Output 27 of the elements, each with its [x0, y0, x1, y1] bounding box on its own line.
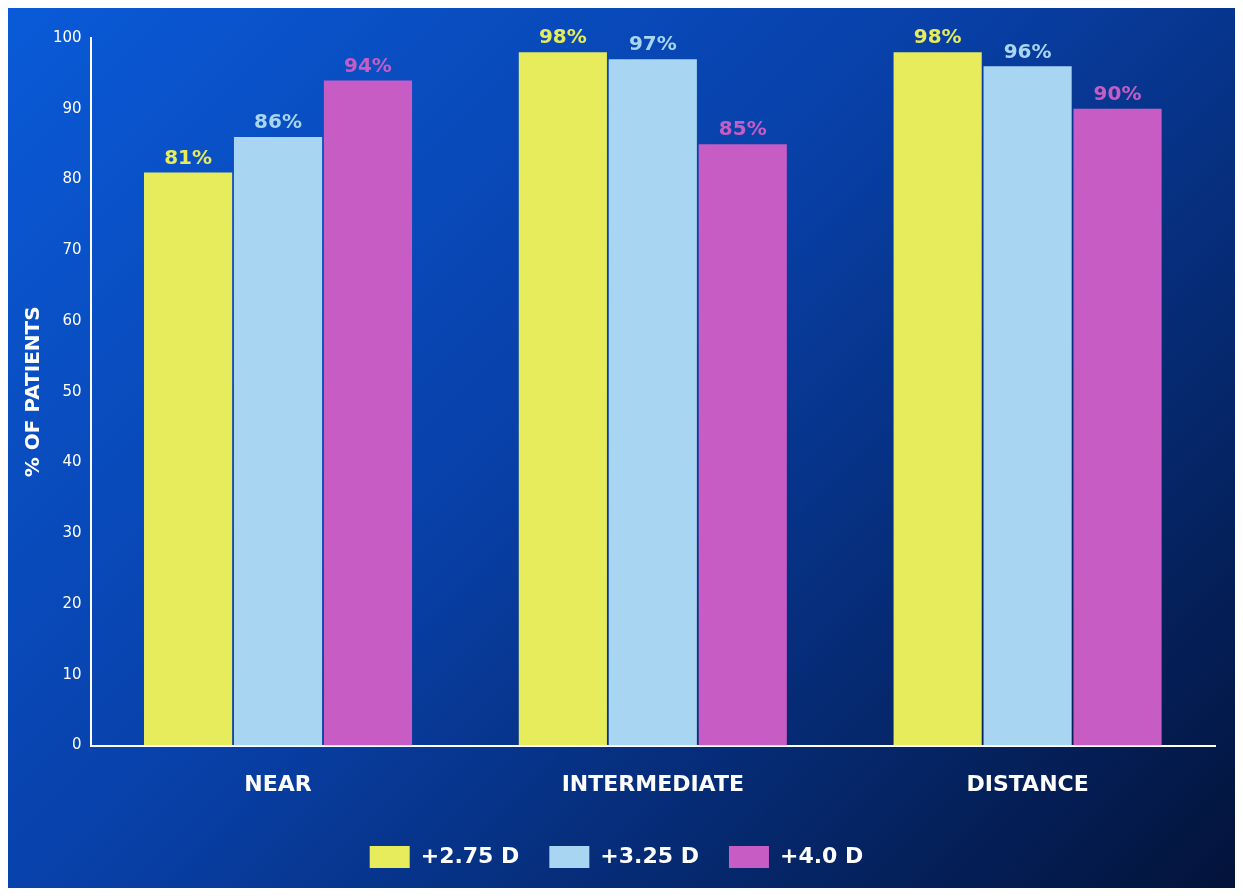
y-tick-label: 60	[62, 310, 82, 329]
y-tick-label: 70	[62, 240, 82, 259]
data-label: 98%	[913, 24, 962, 49]
legend-label: +3.25 D	[600, 842, 699, 868]
y-tick-label: 50	[62, 381, 82, 400]
x-tick-label: INTERMEDIATE	[561, 770, 744, 796]
y-tick-label: 30	[62, 523, 82, 542]
data-label: 98%	[538, 24, 587, 49]
data-label: 90%	[1093, 80, 1142, 105]
data-label: 81%	[164, 144, 213, 169]
y-tick-label: 80	[62, 169, 82, 188]
legend-label: +2.75 D	[420, 842, 520, 868]
data-label: 86%	[254, 109, 302, 134]
y-tick-label: 90	[62, 98, 82, 117]
data-label: 97%	[628, 31, 677, 56]
x-tick-label: NEAR	[244, 770, 312, 796]
y-tick-label: 10	[62, 664, 82, 683]
y-tick-label: 100	[52, 27, 82, 46]
y-axis-title: % OF PATIENTS	[20, 306, 45, 478]
y-tick-label: 40	[62, 452, 82, 471]
data-label: 85%	[718, 116, 767, 141]
data-label: 96%	[1003, 38, 1052, 63]
x-tick-label: DISTANCE	[966, 770, 1089, 796]
legend-label: +4.0 D	[779, 842, 864, 868]
y-tick-label: 0	[72, 735, 82, 754]
data-label: 94%	[344, 52, 392, 77]
y-tick-label: 20	[62, 593, 82, 612]
